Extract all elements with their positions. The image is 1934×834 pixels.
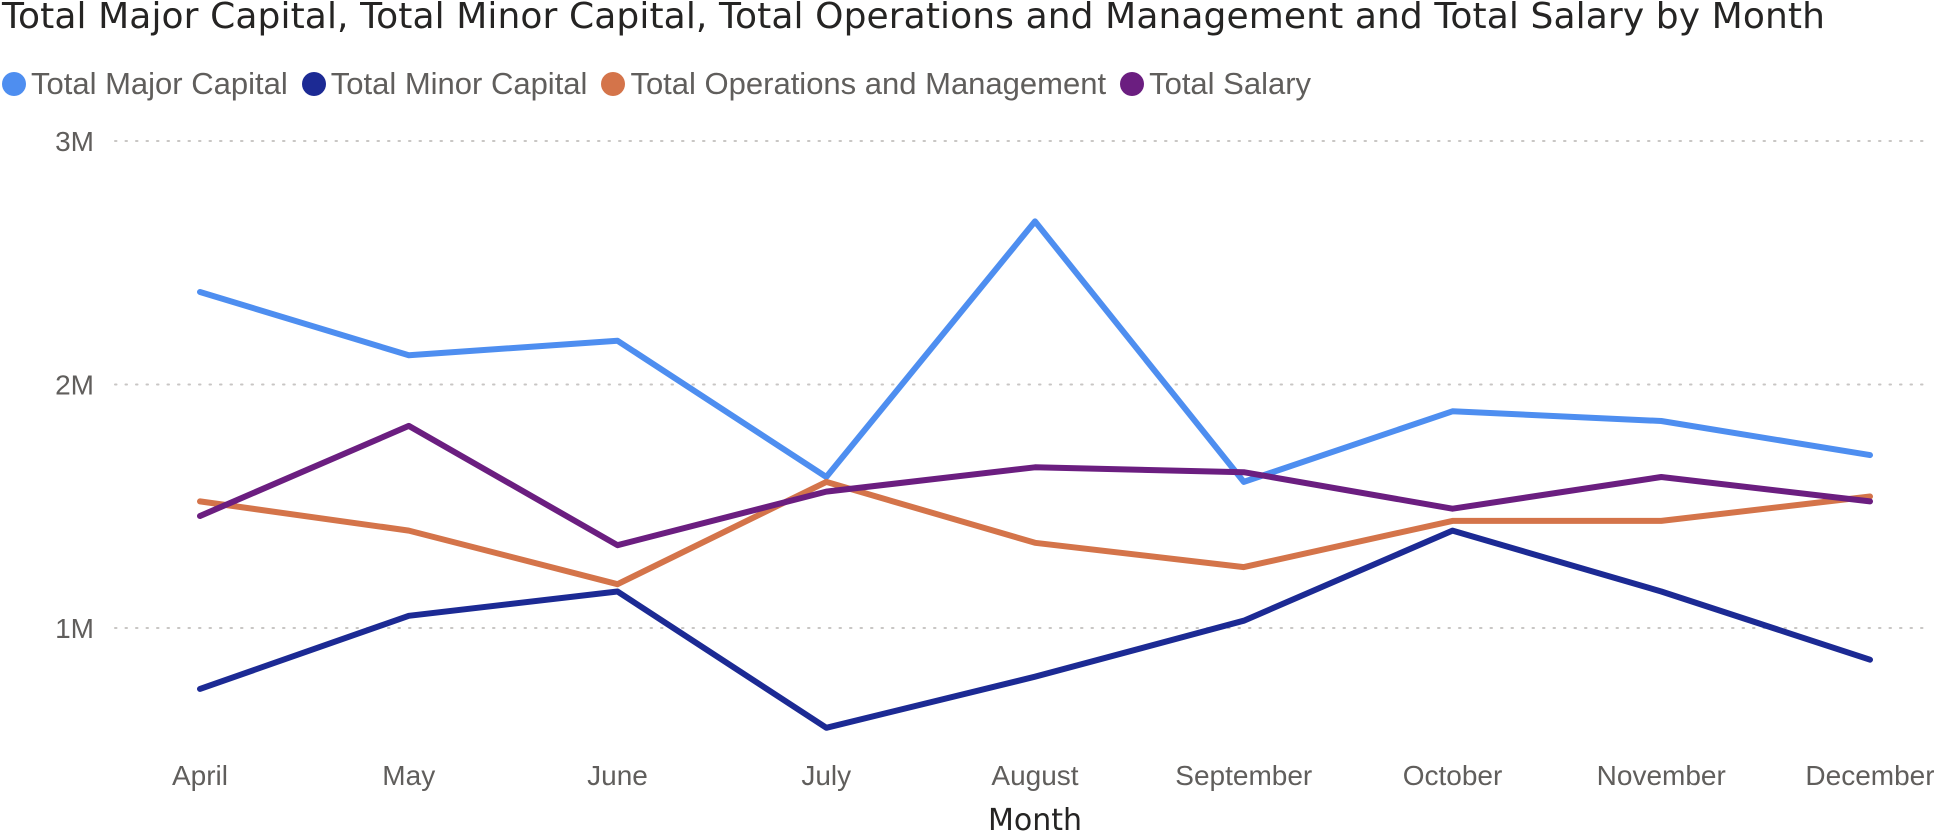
legend-item-total-operations-and-management[interactable]: Total Operations and Management xyxy=(601,66,1106,102)
legend-item-total-major-capital[interactable]: Total Major Capital xyxy=(2,66,288,102)
legend-label: Total Major Capital xyxy=(31,66,288,101)
legend-item-total-salary[interactable]: Total Salary xyxy=(1120,66,1311,102)
legend-item-total-minor-capital[interactable]: Total Minor Capital xyxy=(301,66,588,102)
legend-marker xyxy=(301,72,326,96)
series-line-total-major-capital[interactable] xyxy=(197,218,1873,485)
series-line-total-salary[interactable] xyxy=(197,422,1873,549)
y-axis-ticks: 1M 2M 3M xyxy=(55,126,94,644)
legend-label: Total Minor Capital xyxy=(330,66,588,101)
x-tick-label: September xyxy=(1175,760,1312,791)
y-tick-label: 2M xyxy=(55,370,94,401)
legend-marker xyxy=(1120,72,1145,96)
series-lines xyxy=(197,218,1873,731)
legend-label: Total Salary xyxy=(1149,66,1312,101)
series-line-total-minor-capital[interactable] xyxy=(197,527,1873,731)
x-tick-label: October xyxy=(1403,760,1503,791)
y-tick-label: 3M xyxy=(55,126,94,157)
x-tick-label: May xyxy=(382,760,435,791)
x-axis-title: Month xyxy=(988,803,1082,834)
x-tick-label: August xyxy=(991,760,1078,791)
chart-title: Total Major Capital, Total Minor Capital… xyxy=(2,0,1825,37)
x-tick-label: July xyxy=(801,760,851,791)
x-axis-ticks: April May June July August September October No… xyxy=(172,760,1934,791)
chart-legend: Total Major Capital Total Minor Capital … xyxy=(2,66,1325,102)
legend-marker xyxy=(2,72,26,96)
x-tick-label: June xyxy=(587,760,648,791)
series-line-total-operations-and-management[interactable] xyxy=(197,478,1873,588)
y-tick-label: 1M xyxy=(55,613,94,644)
legend-marker xyxy=(601,72,626,96)
x-tick-label: December xyxy=(1805,760,1934,791)
legend-label: Total Operations and Management xyxy=(630,66,1107,101)
x-tick-label: November xyxy=(1597,760,1726,791)
x-tick-label: April xyxy=(172,760,228,791)
gridlines xyxy=(114,140,1931,629)
